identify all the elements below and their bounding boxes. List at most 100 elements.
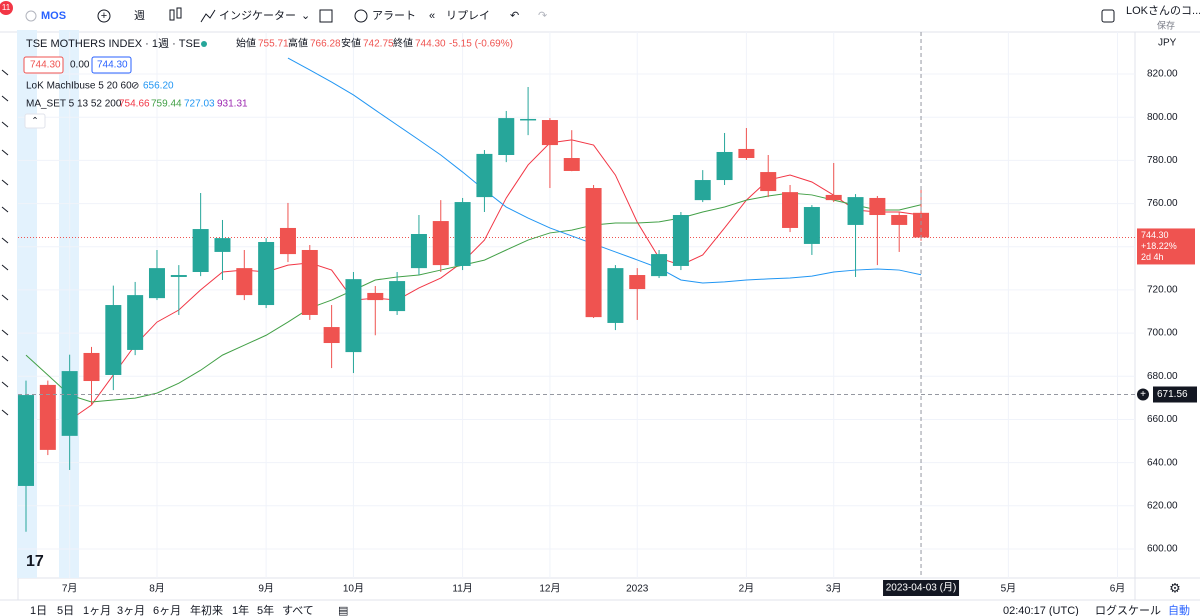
range-button[interactable]: 3ヶ月	[117, 605, 145, 616]
x-tick-label: 2023	[626, 584, 649, 595]
moving-average	[25, 192, 922, 403]
badge-count: 11	[2, 3, 11, 12]
candle-body	[520, 118, 537, 121]
candle-body	[585, 188, 602, 318]
y-tick-label: 800.00	[1147, 112, 1178, 123]
symbol[interactable]: MOS	[41, 10, 66, 22]
candle-body	[148, 268, 165, 299]
auto-scale[interactable]: 自動	[1168, 603, 1190, 616]
undo[interactable]: ↶	[510, 10, 519, 22]
candle-body	[891, 215, 908, 225]
indicators[interactable]: インジケーター	[219, 9, 296, 22]
dropdown: ⌄	[301, 10, 310, 22]
candle-body	[498, 118, 515, 155]
candle-body	[236, 268, 253, 296]
candle-body	[170, 275, 187, 277]
x-tick-label: 5月	[1001, 583, 1017, 595]
crosshair-y-box	[1153, 386, 1197, 403]
indicator-name: MA_SET 5 13 52 200	[26, 99, 122, 110]
alerts[interactable]: アラート	[372, 10, 416, 22]
visibility-icon: ⊘	[131, 81, 139, 92]
candle-body	[105, 305, 122, 375]
candle-body	[541, 120, 558, 146]
tool-icon[interactable]	[1, 355, 9, 362]
account-checkbox[interactable]	[1101, 9, 1115, 23]
candle-icon	[176, 7, 182, 19]
candle-body	[716, 151, 733, 181]
bid: 744.30	[30, 60, 61, 71]
save[interactable]: 保存	[1157, 19, 1175, 30]
range-button[interactable]: すべて	[282, 604, 314, 616]
badge	[0, 1, 13, 15]
interval[interactable]: 週	[134, 9, 145, 22]
clock: 02:40:17 (UTC)	[1003, 605, 1079, 616]
high-value: 766.28	[310, 39, 341, 50]
candle-body	[476, 153, 493, 198]
candle-body	[367, 292, 384, 301]
collapse-button[interactable]	[24, 113, 46, 129]
account[interactable]: LOKさんのコ...	[1126, 4, 1200, 17]
replay[interactable]: リプレイ	[446, 9, 490, 22]
ask: 744.30	[97, 60, 128, 71]
candle-body	[563, 158, 580, 171]
candle-icon[interactable]	[169, 9, 175, 21]
tool-icon[interactable]	[1, 206, 9, 213]
tool-icon[interactable]	[1, 329, 9, 336]
tool-icon[interactable]	[1, 264, 9, 271]
candle-body	[782, 192, 799, 228]
x-tick-label: 2月	[739, 583, 755, 595]
candle-body	[214, 238, 231, 252]
crosshair-x-box	[883, 580, 960, 596]
ask-box	[91, 56, 132, 74]
range-button[interactable]: 1ヶ月	[83, 605, 111, 616]
candle-body	[607, 268, 624, 323]
moving-average	[287, 57, 922, 284]
indicator-icon	[200, 9, 216, 23]
highlight-band	[59, 30, 79, 578]
tool-icon[interactable]	[1, 294, 9, 301]
tool-icon[interactable]	[1, 121, 9, 128]
candle-body	[18, 395, 34, 486]
tool-icon[interactable]	[1, 409, 9, 416]
indicator-value: 656.20	[143, 81, 174, 92]
candle-body	[825, 194, 842, 201]
range-button[interactable]: 5日	[57, 605, 74, 616]
candle-body	[672, 215, 689, 266]
candle-body	[651, 254, 668, 277]
tool-icon[interactable]	[1, 69, 9, 76]
x-tick-label: 7月	[62, 583, 78, 595]
candle-body	[454, 202, 471, 266]
candle-body	[694, 180, 711, 201]
candle-body	[279, 227, 296, 255]
tool-icon[interactable]	[1, 381, 9, 388]
x-tick-label: 10月	[343, 583, 364, 595]
y-tick-label: 680.00	[1147, 371, 1178, 382]
add-icon[interactable]	[97, 9, 111, 23]
candle-body	[39, 384, 56, 450]
range-button[interactable]: 5年	[257, 603, 274, 616]
crosshair-plus[interactable]	[1137, 388, 1149, 401]
range-button[interactable]: 6ヶ月	[153, 605, 181, 616]
range-button[interactable]: 1日	[30, 605, 47, 616]
candle-body	[629, 275, 646, 290]
tool-icon[interactable]	[1, 95, 9, 102]
low-label: 安値	[341, 37, 361, 50]
layout-icon[interactable]	[319, 9, 333, 23]
log-scale[interactable]: ログスケール	[1095, 603, 1161, 616]
settings[interactable]: ⚙	[1169, 580, 1181, 595]
ma-value: 727.03	[184, 99, 215, 110]
candle-body	[869, 197, 886, 216]
y-tick-label: 700.00	[1147, 328, 1178, 339]
x-tick-label: 3月	[826, 583, 842, 595]
spread: 0.00	[70, 60, 90, 71]
tool-icon[interactable]	[1, 149, 9, 156]
range-button[interactable]: 1年	[232, 603, 249, 616]
logo: 17	[26, 553, 44, 570]
candle-body	[389, 281, 406, 312]
redo[interactable]: ↷	[538, 10, 547, 22]
currency: JPY	[1158, 38, 1177, 49]
tool-icon[interactable]	[1, 237, 9, 244]
price-tag-change: +18.22%	[1141, 241, 1177, 251]
tool-icon[interactable]	[1, 179, 9, 186]
range-button[interactable]: 年初来	[190, 603, 223, 616]
